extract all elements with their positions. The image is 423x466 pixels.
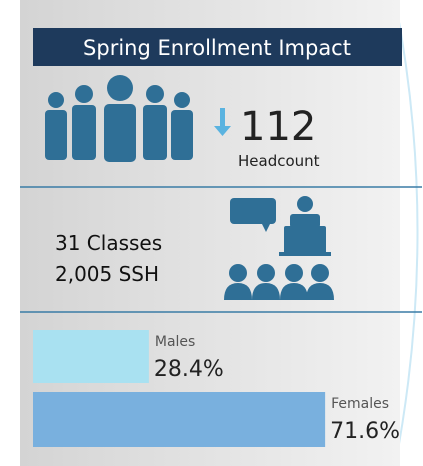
gender-name: Males: [155, 334, 195, 350]
gender-bar: [33, 392, 326, 447]
gender-value: 28.4%: [154, 357, 224, 382]
decor-curve: [394, 0, 419, 466]
gender-bar: [33, 330, 149, 383]
classes-line: 2,005 SSH: [55, 262, 159, 286]
title: Spring Enrollment Impact: [83, 36, 351, 60]
headcount-value: 112: [240, 104, 316, 150]
down-arrow: [214, 108, 231, 136]
panel: [20, 0, 400, 466]
people-icon: [45, 75, 193, 162]
gender-value: 71.6%: [330, 419, 400, 444]
classroom-icon: [224, 196, 334, 300]
gender-name: Females: [331, 396, 389, 412]
title-banner: [33, 28, 402, 66]
classes-line: 31 Classes: [55, 231, 162, 255]
headcount-label: Headcount: [238, 152, 320, 170]
